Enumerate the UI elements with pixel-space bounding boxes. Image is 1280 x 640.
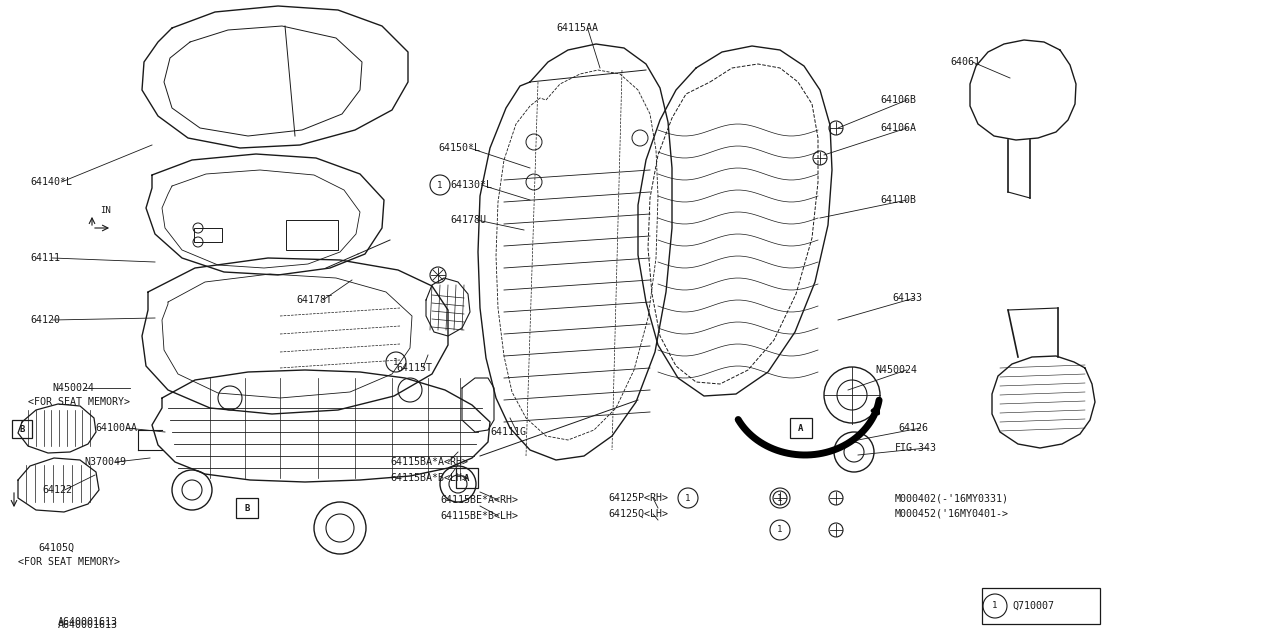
Text: 64125Q<LH>: 64125Q<LH>: [608, 509, 668, 519]
Text: FIG.343: FIG.343: [895, 443, 937, 453]
Text: 64130*L: 64130*L: [451, 180, 492, 190]
Text: 64115AA: 64115AA: [556, 23, 598, 33]
Bar: [285, 220, 338, 250]
Text: 64115BA*B<LH>: 64115BA*B<LH>: [390, 473, 468, 483]
Bar: [982, 588, 1100, 624]
Text: 1: 1: [777, 525, 782, 534]
Text: 64106A: 64106A: [881, 123, 916, 133]
Text: 64133: 64133: [892, 293, 922, 303]
Text: 64140*L: 64140*L: [29, 177, 72, 187]
Text: M000452('16MY0401->: M000452('16MY0401->: [895, 509, 1009, 519]
Text: 64106B: 64106B: [881, 95, 916, 105]
Text: M000402(-'16MY0331): M000402(-'16MY0331): [895, 493, 1009, 503]
Text: B: B: [244, 504, 250, 513]
Bar: [790, 418, 812, 438]
Text: 64122: 64122: [42, 485, 72, 495]
Text: 64115BE*A<RH>: 64115BE*A<RH>: [440, 495, 518, 505]
Text: 64115BA*A<RH>: 64115BA*A<RH>: [390, 457, 468, 467]
Text: 64105Q: 64105Q: [38, 543, 74, 553]
Text: N450024: N450024: [52, 383, 93, 393]
Text: <FOR SEAT MEMORY>: <FOR SEAT MEMORY>: [28, 397, 131, 407]
Text: IN: IN: [100, 205, 111, 214]
Bar: [456, 468, 477, 488]
Text: 1: 1: [992, 602, 997, 611]
Text: N370049: N370049: [84, 457, 125, 467]
Text: 1: 1: [393, 358, 398, 367]
Text: B: B: [19, 424, 24, 433]
Text: 64178T: 64178T: [296, 295, 332, 305]
Text: 64111: 64111: [29, 253, 60, 263]
Text: A640001613: A640001613: [58, 620, 118, 630]
Text: 64115BE*B<LH>: 64115BE*B<LH>: [440, 511, 518, 521]
Text: 1: 1: [685, 493, 691, 502]
Text: A640001613: A640001613: [58, 617, 118, 627]
Text: 1: 1: [777, 493, 782, 502]
Text: A: A: [799, 424, 804, 433]
Text: 64125P<RH>: 64125P<RH>: [608, 493, 668, 503]
Text: N450024: N450024: [876, 365, 916, 375]
Text: 64150*L: 64150*L: [438, 143, 480, 153]
Text: 64100AA: 64100AA: [95, 423, 137, 433]
Bar: [195, 228, 221, 242]
Text: A: A: [465, 474, 470, 483]
Text: 64126: 64126: [899, 423, 928, 433]
Bar: [12, 420, 32, 438]
Text: <FOR SEAT MEMORY>: <FOR SEAT MEMORY>: [18, 557, 120, 567]
Text: Q710007: Q710007: [1012, 601, 1053, 611]
Bar: [236, 498, 259, 518]
Text: 64178U: 64178U: [451, 215, 486, 225]
Text: 1: 1: [438, 180, 443, 189]
Text: 64120: 64120: [29, 315, 60, 325]
Text: 64110B: 64110B: [881, 195, 916, 205]
Text: 64061: 64061: [950, 57, 980, 67]
Text: 64111G: 64111G: [490, 427, 526, 437]
Text: 64115T: 64115T: [396, 363, 433, 373]
